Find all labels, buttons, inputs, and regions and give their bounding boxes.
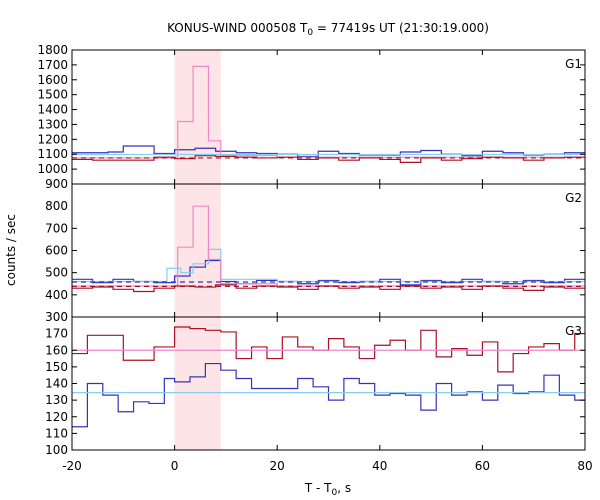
panel-series-group	[72, 326, 585, 428]
burst-interval-shade	[174, 184, 221, 317]
panel-series-group	[72, 205, 585, 293]
y-tick-label: 130	[45, 393, 68, 407]
panel-frame	[71, 183, 586, 318]
y-tick-label: 1100	[37, 147, 68, 161]
x-tick-label: -20	[62, 459, 82, 473]
panel-g3: 100 110 120 130 140 150 160 170 G3	[45, 316, 586, 457]
series-line-2	[72, 155, 585, 164]
burst-interval-shade	[174, 50, 221, 184]
y-tick-label: 1500	[37, 88, 68, 102]
y-tick-label: 120	[45, 410, 68, 424]
y-tick-label: 1400	[37, 103, 68, 117]
series-line-0	[72, 326, 585, 373]
panel-label: G3	[565, 324, 582, 338]
y-axis-label: counts / sec	[4, 214, 18, 286]
panel-series-group	[72, 65, 585, 164]
x-tick-label: 80	[577, 459, 592, 473]
burst-interval-shade	[174, 317, 221, 450]
y-tick-label: 1300	[37, 117, 68, 131]
y-tick-label: 500	[45, 266, 68, 280]
panel-frame	[71, 49, 586, 185]
panel-g2: 300 400 500 600 700 800 G2	[45, 183, 586, 324]
x-tick-label: 60	[475, 459, 490, 473]
y-tick-label: 1700	[37, 58, 68, 72]
y-tick-label: 140	[45, 377, 68, 391]
series-line-0	[72, 145, 585, 158]
series-line-1	[72, 65, 585, 159]
y-tick-label: 1600	[37, 73, 68, 87]
x-tick-label: 0	[171, 459, 179, 473]
y-tick-label: 700	[45, 221, 68, 235]
y-tick-label: 150	[45, 360, 68, 374]
y-tick-label: 800	[45, 199, 68, 213]
panels-layer: 900100011001200130014001500160017001800G…	[37, 43, 592, 473]
x-tick-label: 20	[270, 459, 285, 473]
y-tick-label: 1200	[37, 132, 68, 146]
y-tick-label: 600	[45, 244, 68, 258]
series-line-1	[72, 248, 585, 283]
chart-title: KONUS-WIND 000508 T0 = 77419s UT (21:30:…	[167, 21, 489, 38]
y-tick-label: 110	[45, 426, 68, 440]
panel-label: G1	[565, 57, 582, 71]
y-tick-label: 300	[45, 310, 68, 324]
y-tick-label: 160	[45, 343, 68, 357]
series-line-1	[72, 362, 585, 428]
series-line-2	[72, 205, 585, 287]
y-tick-label: 1000	[37, 162, 68, 176]
y-tick-label: 400	[45, 288, 68, 302]
y-tick-label: 170	[45, 327, 68, 341]
x-tick-label: 40	[372, 459, 387, 473]
x-axis-label: T - T0, s	[304, 481, 351, 498]
y-tick-label: 100	[45, 443, 68, 457]
y-tick-label: 1800	[37, 43, 68, 57]
panel-frame	[71, 316, 586, 451]
y-tick-label: 900	[45, 177, 68, 191]
panel-label: G2	[565, 191, 582, 205]
